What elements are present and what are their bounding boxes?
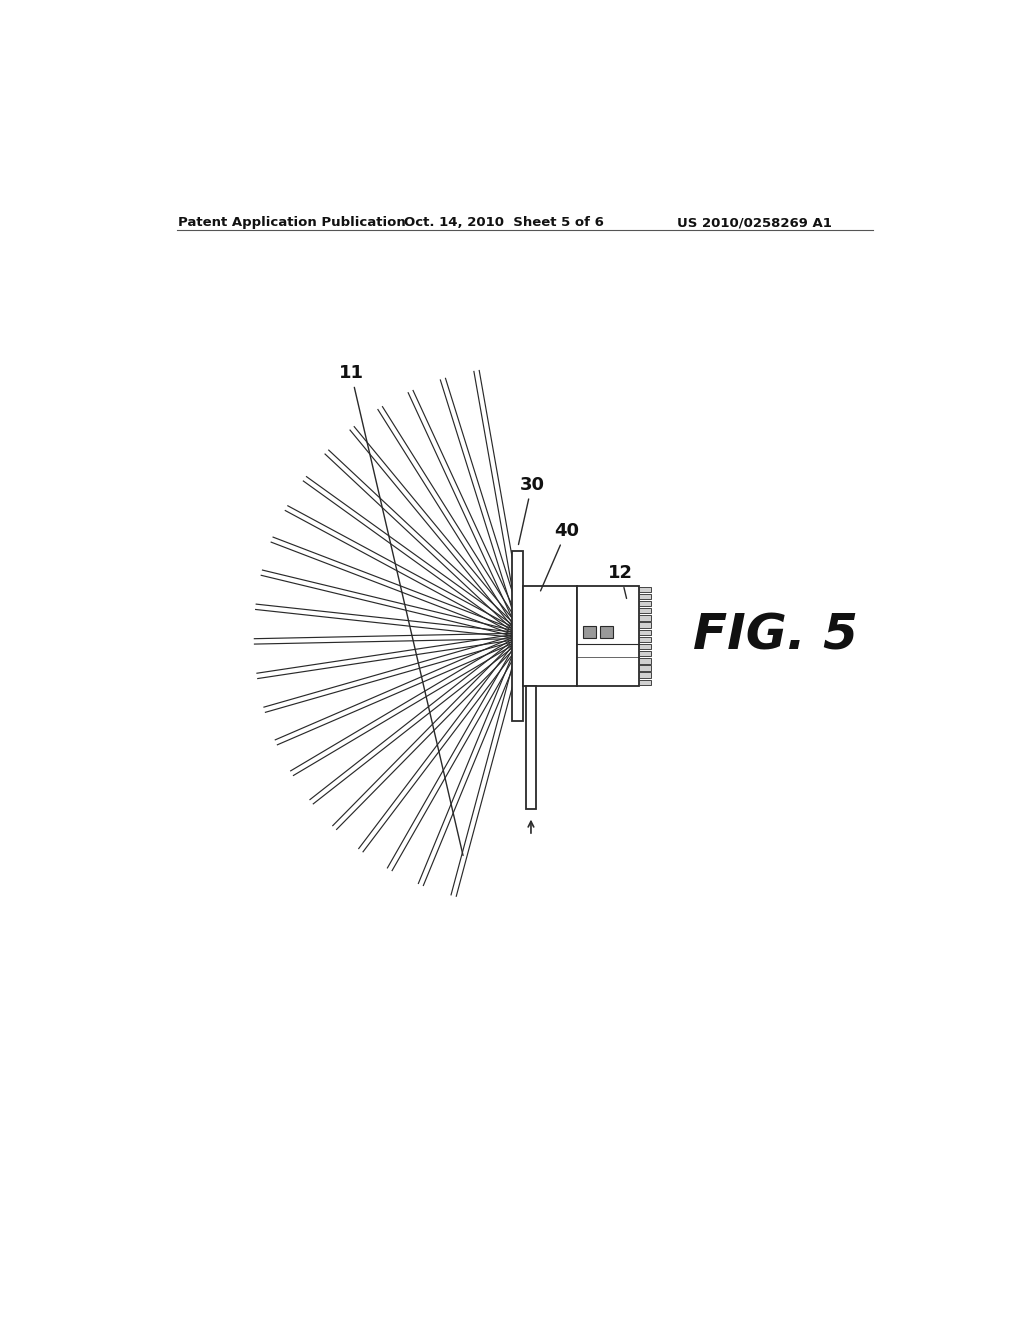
Bar [578,586,639,686]
Bar [639,659,651,664]
Text: Oct. 14, 2010  Sheet 5 of 6: Oct. 14, 2010 Sheet 5 of 6 [403,216,604,230]
Bar [639,630,651,635]
Text: 12: 12 [608,564,633,598]
Bar [523,586,578,686]
Bar [584,626,596,638]
Bar [639,636,651,642]
Text: 30: 30 [518,475,545,545]
Bar [639,609,651,614]
Bar [639,665,651,671]
Bar [600,626,612,638]
Bar [639,644,651,649]
Bar [639,586,651,593]
Text: US 2010/0258269 A1: US 2010/0258269 A1 [677,216,833,230]
Bar [639,622,651,628]
Text: Patent Application Publication: Patent Application Publication [178,216,407,230]
Bar [639,672,651,678]
Bar [639,651,651,656]
Bar [639,615,651,620]
Text: 40: 40 [541,521,579,591]
Bar [512,552,523,721]
Bar [525,686,537,809]
Bar [639,594,651,599]
Text: 11: 11 [339,364,463,855]
Bar [639,601,651,606]
Text: FIG. 5: FIG. 5 [692,611,857,660]
Bar [639,680,651,685]
